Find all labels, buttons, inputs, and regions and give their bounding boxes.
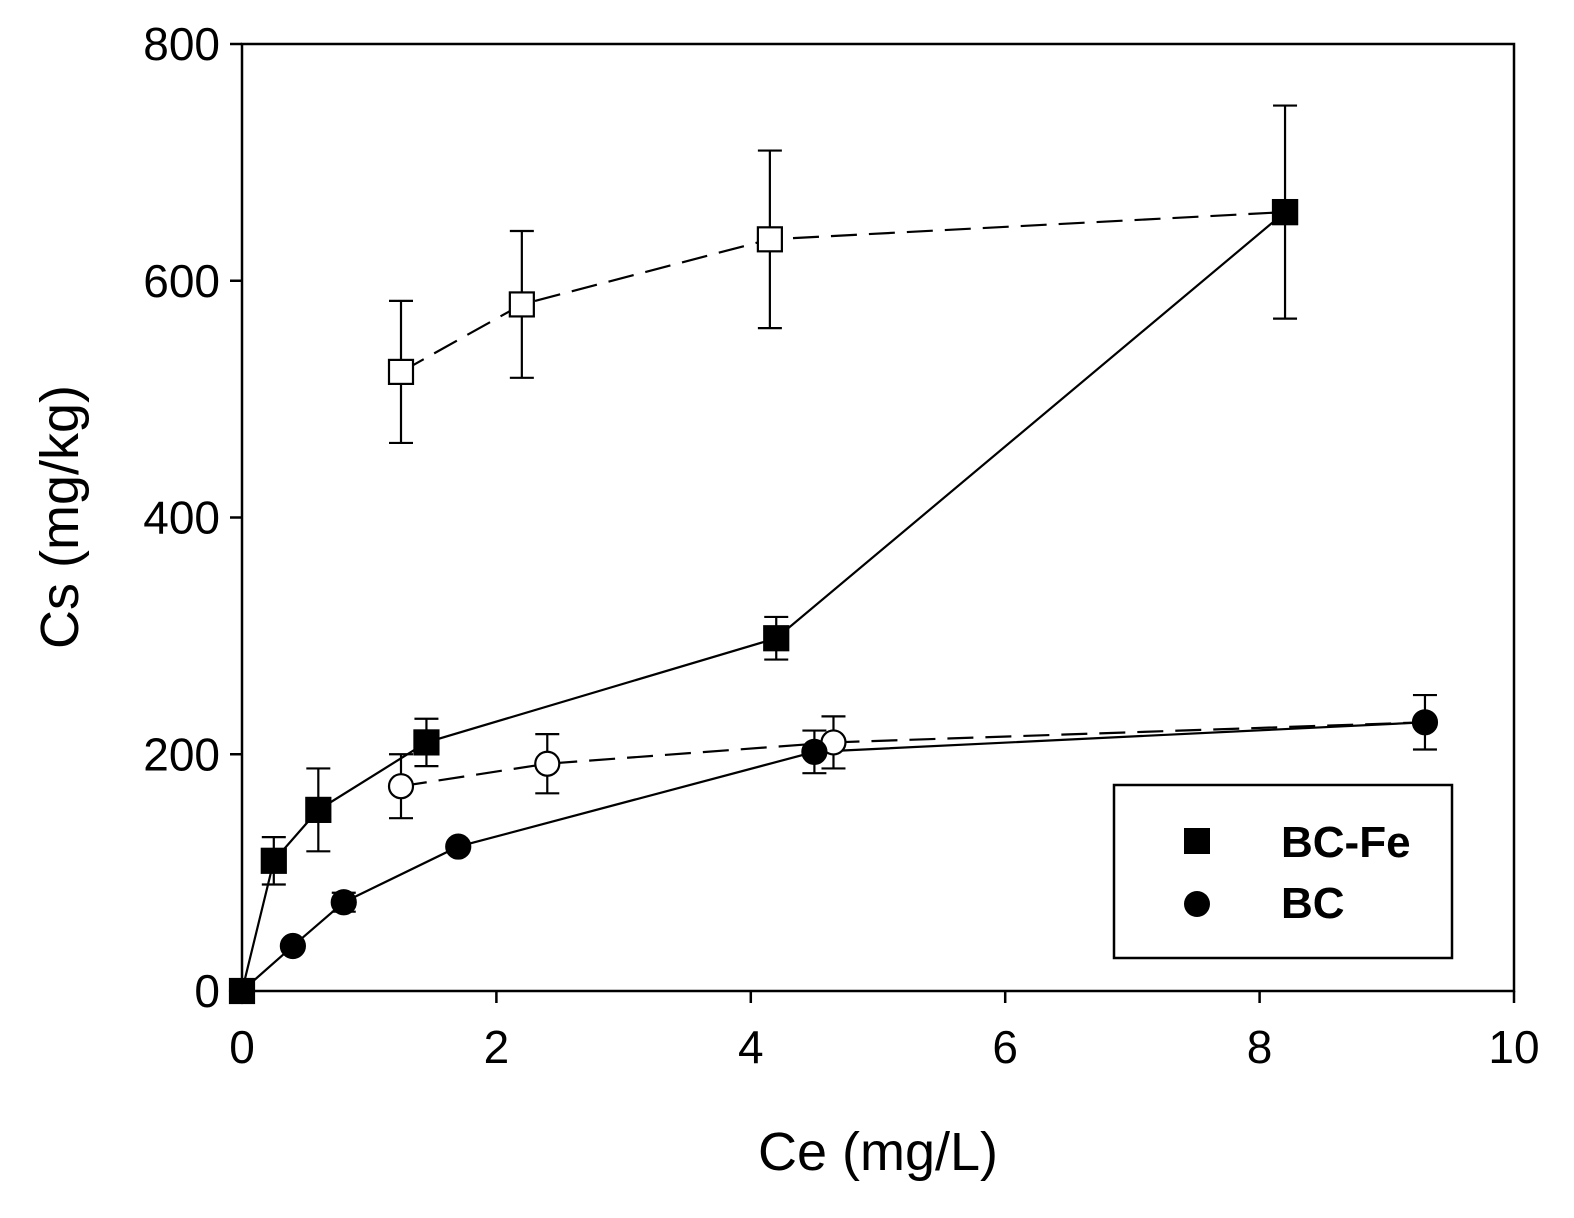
y-tick-label: 400 [143, 492, 220, 544]
data-point-square [756, 226, 783, 253]
y-axis-title: Cs (mg/kg) [30, 385, 90, 649]
y-tick-label: 600 [143, 255, 220, 307]
x-axis-title: Ce (mg/L) [758, 1122, 998, 1182]
series-group [228, 104, 1439, 1005]
data-point-circle [1411, 709, 1439, 736]
series-0-line [400, 210, 1286, 373]
series-markers [228, 198, 1439, 1005]
data-point-square [305, 796, 332, 823]
data-point-square [387, 358, 415, 385]
x-tick-label: 4 [738, 1021, 764, 1073]
data-point-circle [330, 889, 357, 916]
legend: BC-Fe BC [1112, 783, 1454, 960]
data-point-circle [801, 738, 828, 765]
legend-circle-marker [1184, 891, 1210, 917]
data-point-circle [279, 932, 306, 960]
tick-group: 0 2 4 6 8 10 0 200 400 600 800 [143, 18, 1539, 1073]
legend-box [1112, 783, 1454, 960]
data-point-square [1271, 198, 1299, 226]
x-tick-label: 2 [484, 1021, 510, 1073]
data-point-circle [534, 750, 561, 777]
data-point-square [260, 847, 287, 874]
data-point-circle [228, 977, 256, 1005]
x-tick-label: 0 [229, 1021, 255, 1073]
x-tick-label: 6 [992, 1021, 1018, 1073]
legend-square-marker [1184, 828, 1210, 854]
series-1-line [240, 211, 1286, 992]
data-point-square [763, 625, 790, 652]
dashed-connector-line [833, 721, 1425, 744]
legend-label-bc-fe: BC-Fe [1281, 818, 1411, 867]
y-tick-label: 800 [143, 18, 220, 70]
legend-label-bc: BC [1281, 879, 1345, 928]
data-point-square [508, 291, 535, 318]
y-tick-label: 0 [194, 965, 220, 1017]
x-tick-label: 10 [1488, 1021, 1539, 1073]
x-tick-label: 8 [1247, 1021, 1273, 1073]
data-point-square [413, 729, 440, 756]
series-2-line [400, 741, 834, 788]
data-point-circle [387, 773, 415, 800]
data-point-circle [445, 833, 472, 860]
y-tick-label: 200 [143, 728, 220, 780]
